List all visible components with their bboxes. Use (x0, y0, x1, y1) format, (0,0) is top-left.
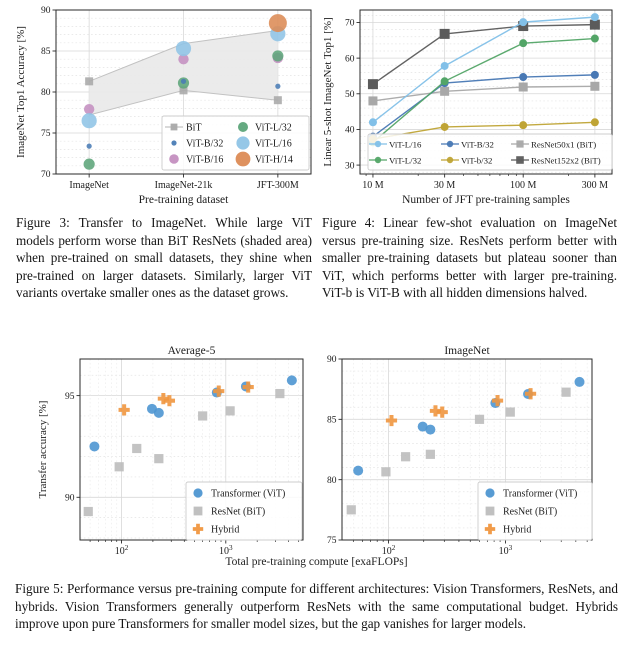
fig3-xlabel: Pre-training dataset (139, 194, 230, 206)
fig3-legend: BiT ViT-B/32 ViT-B/16 ViT-L/32 ViT-L/16 ViT-H… (161, 115, 310, 171)
svg-text:Hybrid: Hybrid (211, 524, 239, 535)
svg-text:ViT-B/32: ViT-B/32 (461, 139, 494, 149)
svg-text:JFT-300M: JFT-300M (257, 180, 299, 191)
figure5-shared-xlabel: Total pre-training compute [exaFLOPs] (225, 556, 408, 568)
svg-text:75: 75 (41, 129, 51, 139)
svg-text:95: 95 (65, 392, 75, 402)
fig5b-series-transformer-vit- (353, 376, 585, 476)
svg-text:ViT-B/32: ViT-B/32 (186, 138, 223, 149)
svg-text:80: 80 (41, 88, 51, 98)
fig5a-series-resnet-bit- (83, 388, 285, 517)
svg-text:75: 75 (327, 536, 337, 546)
svg-text:30 M: 30 M (434, 180, 456, 191)
svg-text:BiT: BiT (186, 122, 202, 133)
svg-text:ImageNet-21k: ImageNet-21k (155, 180, 213, 191)
fig5b-title: ImageNet (444, 345, 490, 357)
fig4-series-vit-b-32 (368, 70, 599, 141)
fig4-legend: ViT-L/16 ViT-L/32 ViT-B/32 ViT-b/32 ResNet50… (367, 133, 613, 171)
fig3-series-vit-l-32 (83, 50, 284, 170)
figure4-fewshot-chart: 30 40 50 60 70 10 M 30 M 100 M 300 M Linear 5-sho… (322, 9, 613, 206)
svg-text:50: 50 (345, 90, 355, 100)
svg-text:85: 85 (41, 47, 51, 57)
fig4-series-resnet50x1-bit- (368, 81, 600, 106)
fig4-xlabel: Number of JFT pre-training samples (402, 194, 570, 206)
svg-text:ViT-H/14: ViT-H/14 (255, 154, 293, 165)
fig3-series-vit-h-14 (268, 14, 287, 33)
svg-text:ResNet (BiT): ResNet (BiT) (211, 506, 265, 517)
svg-text:90: 90 (65, 493, 75, 503)
svg-text:ResNet (BiT): ResNet (BiT) (503, 506, 557, 517)
svg-text:30: 30 (345, 161, 355, 171)
svg-text:ViT-b/32: ViT-b/32 (461, 155, 492, 165)
fig4-series-vit-l-16 (368, 13, 599, 127)
figure3-caption: Figure 3: Transfer to ImageNet. While la… (16, 215, 312, 301)
fig5b-series-resnet-bit- (346, 387, 571, 515)
svg-text:300 M: 300 M (582, 180, 609, 191)
svg-text:ResNet152x2 (BiT): ResNet152x2 (BiT) (531, 155, 601, 165)
svg-text:ViT-L/32: ViT-L/32 (389, 155, 421, 165)
svg-text:ViT-L/32: ViT-L/32 (255, 122, 292, 133)
svg-text:85: 85 (327, 416, 337, 426)
fig5b-series-hybrid (385, 388, 537, 427)
svg-text:Transformer (ViT): Transformer (ViT) (503, 488, 577, 499)
fig3-axes: 70 75 80 85 90 ImageNet ImageNet-21k JFT-300M Im… (15, 6, 312, 206)
fig5a-legend: Transformer (ViT) ResNet (BiT) Hybrid (185, 481, 303, 541)
svg-text:90: 90 (41, 6, 51, 16)
svg-text:10 M: 10 M (362, 180, 384, 191)
svg-text:90: 90 (327, 355, 337, 365)
fig5a-series-transformer-vit- (89, 375, 297, 452)
svg-text:80: 80 (327, 476, 337, 486)
svg-text:70: 70 (345, 19, 355, 29)
figure4-caption: Figure 4: Linear few-shot evaluation on … (322, 215, 617, 301)
fig5a-series-hybrid (118, 381, 254, 416)
svg-text:ViT-L/16: ViT-L/16 (255, 138, 292, 149)
fig3-series-bit (85, 77, 282, 105)
figure3-transfer-chart: 70 75 80 85 90 ImageNet ImageNet-21k JFT-300M Im… (15, 6, 312, 206)
fig4-ylabel: Linear 5-shot ImageNet Top1 [%] (322, 17, 334, 166)
svg-text:60: 60 (345, 54, 355, 64)
fig4-series-resnet152x2-bit- (367, 19, 600, 90)
fig4-axes: 30 40 50 60 70 10 M 30 M 100 M 300 M Linear 5-sho… (322, 9, 613, 206)
svg-text:70: 70 (41, 170, 51, 180)
fig5a-title: Average-5 (168, 345, 216, 357)
figure5-caption: Figure 5: Performance versus pre-trainin… (15, 581, 618, 632)
svg-text:Hybrid: Hybrid (503, 524, 531, 535)
svg-text:ViT-B/16: ViT-B/16 (186, 154, 223, 165)
fig3-series-vit-b-32 (86, 78, 281, 149)
fig5a-ylabel: Transfer accuracy [%] (37, 401, 49, 499)
svg-text:ResNet50x1 (BiT): ResNet50x1 (BiT) (531, 139, 596, 149)
svg-text:ImageNet: ImageNet (69, 180, 109, 191)
svg-text:ViT-L/16: ViT-L/16 (389, 139, 422, 149)
fig5b-legend: Transformer (ViT) ResNet (BiT) Hybrid (477, 481, 593, 541)
svg-text:Transformer (ViT): Transformer (ViT) (211, 488, 285, 499)
svg-text:100 M: 100 M (510, 180, 536, 191)
svg-text:40: 40 (345, 126, 355, 136)
fig3-ylabel: ImageNet Top1 Accuracy [%] (15, 26, 27, 158)
